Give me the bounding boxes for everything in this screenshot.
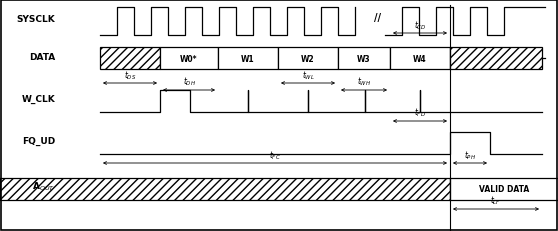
Text: $t_{DH}$: $t_{DH}$ bbox=[182, 76, 195, 88]
Polygon shape bbox=[160, 48, 218, 70]
Text: $t_{PH}$: $t_{PH}$ bbox=[464, 148, 476, 161]
Text: $t_{WL}$: $t_{WL}$ bbox=[301, 69, 315, 81]
Text: $t_{CD}$: $t_{CD}$ bbox=[413, 19, 426, 31]
Text: FQ_UD: FQ_UD bbox=[22, 136, 55, 145]
Polygon shape bbox=[450, 48, 542, 70]
Text: W0*: W0* bbox=[180, 54, 198, 63]
Text: $t_{WH}$: $t_{WH}$ bbox=[357, 76, 371, 88]
Polygon shape bbox=[100, 48, 160, 70]
Polygon shape bbox=[450, 178, 558, 200]
Text: W1: W1 bbox=[241, 54, 255, 63]
Text: VALID DATA: VALID DATA bbox=[479, 185, 529, 194]
Text: DATA: DATA bbox=[29, 52, 55, 61]
Text: $t_{FD}$: $t_{FD}$ bbox=[414, 106, 426, 119]
Polygon shape bbox=[390, 48, 450, 70]
Text: W3: W3 bbox=[357, 54, 371, 63]
Polygon shape bbox=[338, 48, 390, 70]
Text: W4: W4 bbox=[413, 54, 427, 63]
Polygon shape bbox=[218, 48, 278, 70]
Text: W2: W2 bbox=[301, 54, 315, 63]
Polygon shape bbox=[0, 178, 450, 200]
Text: $t_{FC}$: $t_{FC}$ bbox=[269, 148, 281, 161]
Text: $t_{LF}$: $t_{LF}$ bbox=[490, 194, 502, 207]
Text: //: // bbox=[374, 13, 381, 23]
Text: W_CLK: W_CLK bbox=[21, 94, 55, 103]
Text: $t_{DS}$: $t_{DS}$ bbox=[124, 69, 136, 81]
Text: A$_{OUT}$: A$_{OUT}$ bbox=[32, 180, 55, 192]
Text: SYSCLK: SYSCLK bbox=[16, 14, 55, 23]
Polygon shape bbox=[278, 48, 338, 70]
